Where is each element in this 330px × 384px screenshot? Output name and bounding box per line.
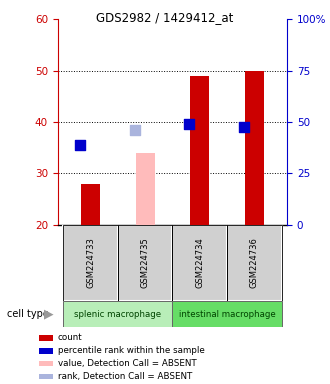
Bar (63, 301, 173, 327)
Bar (227, 225, 281, 301)
Bar (81, 184, 100, 225)
Text: intestinal macrophage: intestinal macrophage (179, 310, 276, 319)
Bar (118, 225, 173, 301)
Bar (227, 225, 281, 301)
Bar (39, 374, 53, 379)
Bar (63, 225, 118, 301)
Text: GSM224735: GSM224735 (141, 238, 149, 288)
Text: percentile rank within the sample: percentile rank within the sample (58, 346, 204, 355)
Text: GDS2982 / 1429412_at: GDS2982 / 1429412_at (96, 11, 234, 24)
Point (241, 124, 247, 130)
Point (132, 127, 137, 133)
Text: cell type: cell type (7, 309, 49, 319)
Bar (63, 225, 118, 301)
Text: GSM224733: GSM224733 (86, 238, 95, 288)
Bar (173, 301, 281, 327)
Text: GSM224734: GSM224734 (195, 238, 204, 288)
Bar (173, 225, 227, 301)
Point (77, 142, 82, 148)
Text: GSM224736: GSM224736 (250, 238, 259, 288)
Bar (245, 71, 264, 225)
Text: ▶: ▶ (44, 308, 54, 321)
Bar (190, 76, 209, 225)
Bar (39, 361, 53, 366)
Bar (118, 225, 173, 301)
Text: splenic macrophage: splenic macrophage (74, 310, 161, 319)
Point (186, 121, 192, 127)
Bar (39, 348, 53, 354)
Text: rank, Detection Call = ABSENT: rank, Detection Call = ABSENT (58, 372, 192, 381)
Bar (173, 225, 227, 301)
Text: count: count (58, 333, 82, 343)
Bar (39, 335, 53, 341)
Bar (136, 153, 155, 225)
Text: value, Detection Call = ABSENT: value, Detection Call = ABSENT (58, 359, 196, 368)
